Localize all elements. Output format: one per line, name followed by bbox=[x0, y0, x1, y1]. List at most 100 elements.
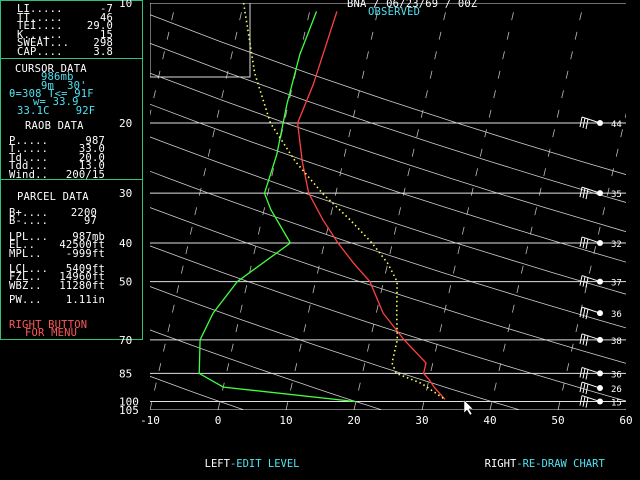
wind-level-value: 36 bbox=[611, 370, 622, 380]
pressure-tick-label: 10 bbox=[119, 0, 132, 10]
wind-barb-flag bbox=[585, 383, 589, 395]
dewpoint-trace bbox=[198, 11, 356, 403]
menu-hint-line2[interactable]: FOR MENU bbox=[25, 327, 78, 339]
index-value: 29.0 bbox=[86, 20, 113, 33]
wind-level-value: 36 bbox=[611, 310, 622, 320]
left-key: LEFT bbox=[204, 458, 230, 470]
wind-barb-flag bbox=[579, 333, 583, 344]
dry-adiabat-line bbox=[150, 103, 626, 263]
cursor-mixing-ratio: w= 33.9 bbox=[33, 96, 79, 108]
parcel-value: 5409ft bbox=[65, 263, 105, 275]
raob-label: Td bbox=[9, 151, 23, 164]
parcel-pw-label: PW bbox=[9, 294, 23, 306]
index-row: TEI.... 29.0 bbox=[17, 21, 113, 32]
temperature-tick-label: 50 bbox=[551, 414, 564, 427]
cursor-data-panel: CURSOR DATA 986mb 9m 30' θ=308 T<= 91F w… bbox=[0, 58, 143, 180]
right-text: -RE-DRAW CHART bbox=[516, 458, 605, 470]
dry-adiabat-line bbox=[150, 207, 626, 364]
index-dots: ..... bbox=[30, 3, 63, 15]
pressure-tick-label: 105 bbox=[119, 404, 139, 417]
isotherm-line bbox=[353, 3, 448, 410]
temperature-tick-label: 0 bbox=[215, 414, 222, 427]
raob-row: Td.... 20.0 bbox=[9, 151, 105, 164]
raob-label: P bbox=[9, 135, 16, 147]
index-label: TT bbox=[17, 11, 31, 24]
wind-level-value: 32 bbox=[611, 240, 622, 250]
pressure-tick-label: 30 bbox=[119, 187, 132, 200]
cursor-theta: θ=308 T<= 91F bbox=[9, 88, 94, 100]
parcel-value: 97 bbox=[83, 215, 97, 228]
isotherm-line bbox=[421, 3, 516, 410]
parcel-dots: .. bbox=[28, 271, 42, 284]
wind-barb-flag bbox=[585, 118, 589, 130]
menu-hint-line1[interactable]: RIGHT BUTTON bbox=[9, 319, 88, 331]
dry-adiabat-line bbox=[150, 245, 626, 402]
dry-adiabat-line bbox=[150, 72, 626, 233]
wind-barb-flag bbox=[582, 382, 586, 394]
wind-barb-flag bbox=[582, 396, 586, 407]
parcel-row: LCL... 5409ft bbox=[9, 264, 105, 275]
temperature-tick-label: -10 bbox=[140, 414, 160, 427]
parcel-data-panel: PARCEL DATA B+.... 2200 B-.... 97 LPL... 987m… bbox=[0, 179, 143, 340]
wind-barb-flag bbox=[582, 188, 586, 199]
wind-level-value: 37 bbox=[611, 279, 622, 289]
parcel-dots: ... bbox=[28, 231, 49, 243]
dry-adiabat-line bbox=[150, 286, 521, 410]
index-row: K...... 15 bbox=[17, 29, 113, 41]
parcel-label: LCL bbox=[9, 263, 29, 275]
parcel-value: 2200 bbox=[70, 207, 97, 219]
parcel-label: B+ bbox=[9, 207, 23, 219]
parcel-pw-row: PW... 1.11in bbox=[9, 295, 105, 306]
parcel-row: FZL.. 14960ft bbox=[9, 272, 105, 283]
stability-indices-panel: LI..... -7 TT..... 46 TEI.... 29.0 K...... 15 SW… bbox=[0, 0, 143, 59]
index-row: SWEAT... 298 bbox=[17, 38, 113, 49]
wind-barb-flag bbox=[579, 187, 583, 198]
index-label: SWEAT bbox=[17, 37, 50, 50]
wind-barb-flag bbox=[585, 277, 589, 288]
temperature-tick-label: 10 bbox=[279, 414, 292, 427]
parcel-value: 42500ft bbox=[59, 239, 105, 252]
pressure-tick-label: 40 bbox=[119, 237, 132, 250]
cursor-height: 9m 30' bbox=[41, 80, 87, 92]
wind-level-value: 15 bbox=[611, 399, 622, 409]
cursor-heading: CURSOR DATA bbox=[15, 63, 87, 75]
chart-title: BNA / 06/23/69 / 00Z bbox=[347, 0, 478, 10]
wind-barb-flag bbox=[585, 309, 589, 320]
parcel-row: WBZ.. 11280ft bbox=[9, 280, 105, 292]
temperature-tick-label: 60 bbox=[619, 414, 632, 427]
raob-value: 33.0 bbox=[78, 143, 105, 156]
pressure-tick-label: 85 bbox=[119, 367, 132, 380]
parcel-label: B- bbox=[9, 215, 23, 228]
raob-value: 20.0 bbox=[78, 151, 105, 164]
parcel-dots: .. bbox=[22, 239, 36, 252]
raob-dots: .. bbox=[35, 168, 49, 181]
pressure-tick-label: 50 bbox=[119, 276, 132, 289]
parcel-pw-value: 1.11in bbox=[65, 294, 105, 306]
wind-barb-flag bbox=[585, 189, 589, 200]
index-label: CAP bbox=[17, 46, 37, 58]
index-dots: ... bbox=[49, 37, 70, 50]
raob-row: Wind.. 200/15 bbox=[9, 168, 105, 181]
wind-barb-flag bbox=[579, 275, 583, 286]
raob-dots: ..... bbox=[15, 143, 49, 156]
wind-barb-flag bbox=[585, 369, 589, 380]
isotherm-line bbox=[489, 3, 584, 410]
mouse-cursor-icon bbox=[463, 399, 474, 416]
parcel-row: B+.... 2200 bbox=[9, 208, 97, 219]
wind-level-value: 44 bbox=[611, 120, 622, 130]
parcel-row: LPL... 987mb bbox=[9, 232, 105, 243]
wind-barb-flag bbox=[582, 117, 586, 129]
wind-barb-flag bbox=[585, 238, 589, 250]
parcel-row: EL.. 42500ft bbox=[9, 240, 105, 251]
raob-label: T bbox=[9, 143, 16, 156]
footer-right-hint: RIGHT-RE-DRAW CHART bbox=[472, 446, 605, 470]
raob-heading: RAOB DATA bbox=[25, 120, 84, 132]
raob-dots: ..... bbox=[15, 135, 49, 147]
parcel-label: LPL bbox=[9, 231, 29, 243]
parcel-dots: ... bbox=[28, 263, 49, 275]
parcel-row: MPL.. -999ft bbox=[9, 248, 105, 260]
index-value: 3.8 bbox=[93, 46, 113, 58]
index-label: TEI bbox=[17, 20, 37, 33]
wind-barb-flag bbox=[582, 276, 586, 287]
